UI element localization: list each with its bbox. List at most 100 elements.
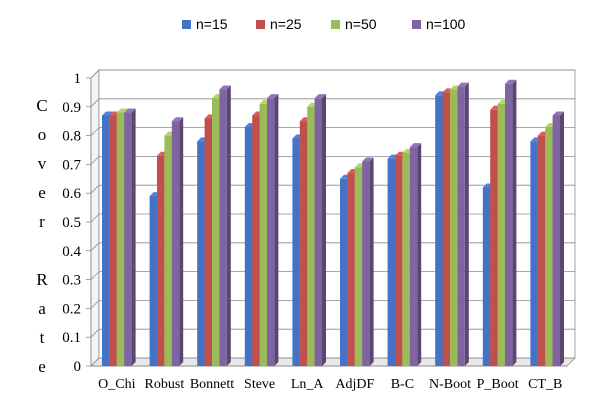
bar-side-n=100-AdjDF	[369, 157, 374, 366]
bar-n=15-Ln_A	[292, 138, 300, 366]
x-tick-label: P_Boot	[477, 377, 519, 392]
y-tick-label: 0.4	[62, 244, 81, 260]
y-axis-label-letter: R	[36, 270, 48, 289]
bar-n=100-AdjDF	[362, 161, 370, 366]
x-tick-label: Steve	[244, 377, 275, 392]
legend-label-n=100: n=100	[426, 16, 466, 32]
bar-top-n=50-O_Chi	[116, 108, 129, 113]
bar-top-n=100-B-C	[409, 143, 422, 148]
bar-n=100-Robust	[171, 121, 180, 366]
bar-n=50-Ln_A	[307, 106, 315, 367]
bar-n=100-N-Boot	[457, 86, 465, 366]
bar-n=25-N-Boot	[442, 92, 450, 367]
bar-side-n=100-Bonnett	[226, 85, 231, 367]
bar-n=15-Bonnett	[197, 141, 205, 366]
bar-side-n=100-O_Chi	[131, 108, 136, 366]
y-axis-label-letter: v	[37, 154, 47, 173]
bar-n=25-Ln_A	[299, 121, 308, 366]
gridline-side	[90, 69, 100, 79]
y-axis-label-letter: C	[36, 96, 48, 115]
y-tick-label: 0.3	[62, 273, 81, 289]
gridline-side	[90, 213, 100, 223]
bar-n=50-Bonnett	[212, 98, 220, 366]
bar-side-n=100-Robust	[179, 117, 184, 366]
bar-top-n=100-Steve	[267, 94, 279, 99]
bar-n=15-CT_B	[530, 141, 538, 366]
gridline-side	[90, 242, 100, 252]
legend-swatch-n=100	[412, 20, 421, 29]
legend-swatch-n=50	[331, 20, 340, 29]
bar-n=50-AdjDF	[354, 167, 363, 366]
x-tick-label: CT_B	[528, 377, 562, 392]
bar-n=25-O_Chi	[109, 115, 117, 366]
gridline-side	[90, 271, 100, 280]
bar-n=25-Steve	[252, 115, 260, 366]
x-tick-label: Robust	[145, 377, 185, 392]
y-tick-label: 0.9	[62, 100, 81, 116]
bar-top-n=100-Robust	[171, 117, 184, 122]
y-tick-label: 0	[74, 359, 82, 375]
bar-n=100-Ln_A	[314, 98, 322, 366]
x-tick-label: Ln_A	[291, 377, 325, 392]
bar-n=25-Robust	[157, 155, 165, 366]
bar-side-n=100-P_Boot	[512, 79, 517, 366]
bar-n=100-P_Boot	[505, 83, 513, 366]
bar-n=15-N-Boot	[435, 95, 443, 366]
legend-label-n=15: n=15	[196, 16, 228, 32]
bar-n=25-P_Boot	[490, 109, 498, 367]
x-tick-label: O_Chi	[98, 377, 135, 392]
bar-n=100-CT_B	[552, 115, 560, 366]
legend-swatch-n=15	[182, 20, 191, 29]
bar-n=100-Steve	[267, 98, 275, 366]
bar-n=15-AdjDF	[340, 178, 348, 366]
bar-side-n=100-Steve	[274, 94, 279, 366]
bar-n=50-CT_B	[545, 126, 553, 367]
x-tick-label: Bonnett	[190, 377, 234, 392]
bar-n=100-O_Chi	[124, 112, 132, 366]
bar-top-n=100-Ln_A	[314, 94, 326, 99]
bar-n=15-O_Chi	[102, 115, 110, 366]
bar-side-n=100-N-Boot	[464, 82, 469, 366]
y-tick-label: 0.6	[62, 186, 81, 202]
bar-side-n=100-Ln_A	[322, 94, 326, 366]
bar-side-n=100-CT_B	[560, 111, 564, 366]
y-axis-label-letter: e	[38, 183, 46, 202]
legend-swatch-n=25	[256, 20, 265, 29]
gridline-side	[90, 184, 100, 194]
legend-label-n=50: n=50	[345, 16, 377, 32]
bar-n=50-P_Boot	[497, 103, 505, 367]
gridline-side	[90, 127, 100, 136]
bar-side-n=100-B-C	[417, 143, 422, 366]
bar-top-n=100-N-Boot	[457, 82, 469, 87]
bar-n=15-P_Boot	[482, 187, 491, 366]
gridline-side	[90, 156, 100, 165]
bar-n=25-CT_B	[537, 135, 546, 366]
y-axis-label-letter: a	[38, 299, 46, 318]
bar-top-n=100-P_Boot	[505, 79, 517, 84]
bar-n=50-Steve	[259, 103, 267, 367]
gridline-side	[90, 98, 100, 108]
bar-n=50-Robust	[164, 135, 172, 366]
gridline-side	[90, 300, 100, 309]
y-axis-label-letter: r	[39, 212, 45, 231]
gridline-side	[90, 357, 100, 367]
legend-label-n=25: n=25	[270, 16, 302, 32]
bar-n=25-B-C	[395, 155, 403, 366]
bar-top-n=100-Bonnett	[219, 85, 231, 90]
y-tick-label: 0.7	[62, 157, 81, 173]
bar-n=25-Bonnett	[204, 118, 212, 366]
bar-top-n=100-O_Chi	[124, 108, 136, 113]
y-tick-label: 0.5	[62, 215, 81, 231]
bar-top-n=100-CT_B	[552, 111, 564, 116]
bar-n=15-Steve	[244, 126, 253, 367]
x-tick-label: AdjDF	[335, 377, 374, 392]
y-tick-label: 1	[74, 71, 82, 87]
y-axis-label-letter: t	[39, 328, 45, 347]
bar-n=100-Bonnett	[219, 89, 227, 367]
x-tick-label: N-Boot	[429, 377, 471, 392]
bar-n=100-B-C	[409, 147, 418, 366]
gridline-side	[90, 328, 100, 338]
bar-n=50-B-C	[402, 152, 410, 366]
bar-n=25-AdjDF	[347, 173, 355, 366]
